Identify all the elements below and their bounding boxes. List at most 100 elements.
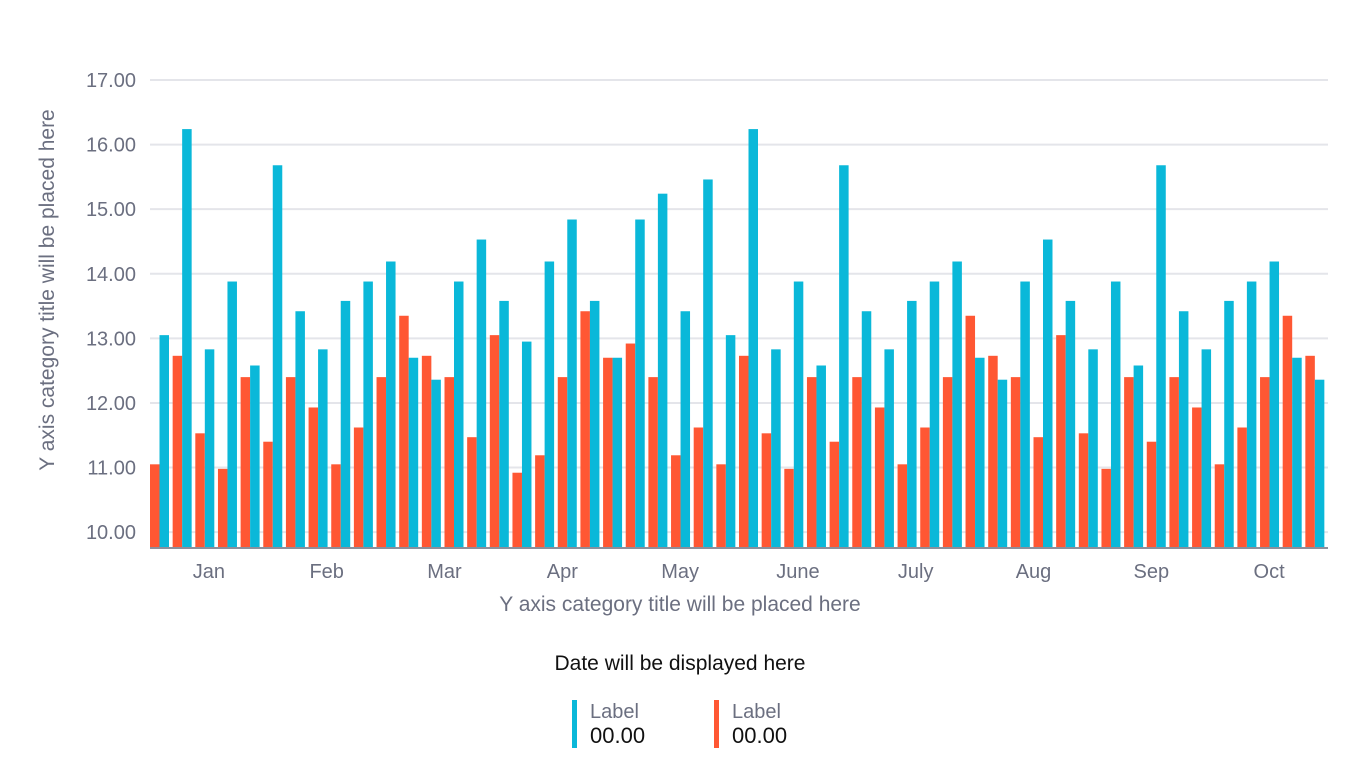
bar <box>444 377 454 547</box>
x-tick-label: Aug <box>1016 561 1052 583</box>
bar <box>839 165 849 547</box>
bar <box>671 455 681 547</box>
bar <box>376 377 387 547</box>
y-tick-label: 17.00 <box>86 70 136 92</box>
bar <box>1033 437 1043 547</box>
bar <box>353 427 364 547</box>
x-tick-label: Oct <box>1254 561 1286 583</box>
bar <box>739 355 749 547</box>
bar <box>1124 377 1134 547</box>
bar <box>159 335 169 547</box>
x-tick-label: Mar <box>427 561 462 583</box>
bar <box>942 377 953 547</box>
bar <box>499 300 509 547</box>
bar <box>1078 433 1089 547</box>
legend-label: Label <box>590 701 639 723</box>
bar <box>793 281 804 547</box>
x-axis-title: Y axis category title will be placed her… <box>499 593 860 616</box>
bar <box>1305 355 1315 547</box>
bar <box>567 219 577 547</box>
y-tick-label: 11.00 <box>87 458 136 480</box>
bar <box>1246 281 1257 547</box>
bar <box>240 377 251 547</box>
bar <box>1292 357 1302 547</box>
bar <box>1110 281 1121 547</box>
bar <box>340 300 351 547</box>
bar <box>703 179 713 547</box>
bar <box>1178 311 1189 547</box>
bar <box>997 379 1008 547</box>
y-tick-label: 12.00 <box>86 393 136 415</box>
bar <box>657 193 668 547</box>
bar <box>1214 464 1225 547</box>
legend-item-2[interactable]: Label 00.00 <box>714 700 787 748</box>
bar <box>399 315 409 547</box>
bar <box>580 311 590 547</box>
bar <box>1065 300 1076 547</box>
bar <box>204 349 215 547</box>
bar <box>467 437 477 547</box>
bar <box>784 468 794 547</box>
bar <box>544 261 555 547</box>
bar <box>227 281 237 547</box>
bar <box>1260 377 1270 547</box>
bar <box>272 165 283 547</box>
y-tick-label: 14.00 <box>86 264 136 286</box>
bar <box>988 355 998 547</box>
bar <box>1169 377 1179 547</box>
bar <box>897 464 908 547</box>
bar <box>612 357 623 547</box>
legend-value: 00.00 <box>732 723 788 748</box>
bar <box>635 219 645 547</box>
bar <box>431 379 441 547</box>
x-tick-label: July <box>898 561 934 583</box>
legend-swatch <box>714 700 719 748</box>
bar <box>295 311 305 547</box>
y-axis-title: Y axis category title will be placed her… <box>36 109 59 470</box>
bar <box>761 433 772 547</box>
bar <box>476 239 487 548</box>
bar <box>512 472 522 547</box>
bar <box>965 315 976 547</box>
x-tick-label: May <box>661 561 699 583</box>
bar <box>680 311 691 547</box>
bar <box>217 468 228 547</box>
bar <box>1088 349 1098 547</box>
bar <box>648 377 658 547</box>
bar <box>1056 335 1066 547</box>
y-tick-label: 16.00 <box>86 135 136 157</box>
bar <box>557 377 568 547</box>
bar <box>1133 365 1144 547</box>
bar <box>1237 427 1247 547</box>
legend-value: 00.00 <box>590 723 646 748</box>
bar <box>1201 349 1212 547</box>
bar <box>1156 165 1166 547</box>
bar <box>861 311 872 547</box>
bar <box>489 335 500 547</box>
bar <box>1101 468 1111 547</box>
bar <box>748 129 758 547</box>
bar <box>829 441 840 547</box>
bar <box>806 377 817 547</box>
y-tick-label: 10.00 <box>86 522 136 544</box>
x-tick-label: June <box>776 561 819 583</box>
bar <box>454 281 464 547</box>
date-text: Date will be displayed here <box>554 652 806 675</box>
bar <box>535 455 545 547</box>
bar <box>884 349 894 547</box>
bar <box>331 464 341 547</box>
bar <box>1020 281 1030 547</box>
bar <box>172 355 183 547</box>
bar <box>408 357 419 547</box>
legend-label: Label <box>732 701 781 723</box>
bar <box>852 377 862 547</box>
bar <box>1146 441 1157 547</box>
x-tick-label: Jan <box>193 561 225 583</box>
bar <box>363 281 373 547</box>
bar <box>771 349 781 547</box>
bar <box>250 365 260 547</box>
x-tick-label: Apr <box>547 561 578 583</box>
bar <box>1010 377 1021 547</box>
legend-item-1[interactable]: Label 00.00 <box>572 700 645 748</box>
y-tick-label: 13.00 <box>86 328 136 350</box>
